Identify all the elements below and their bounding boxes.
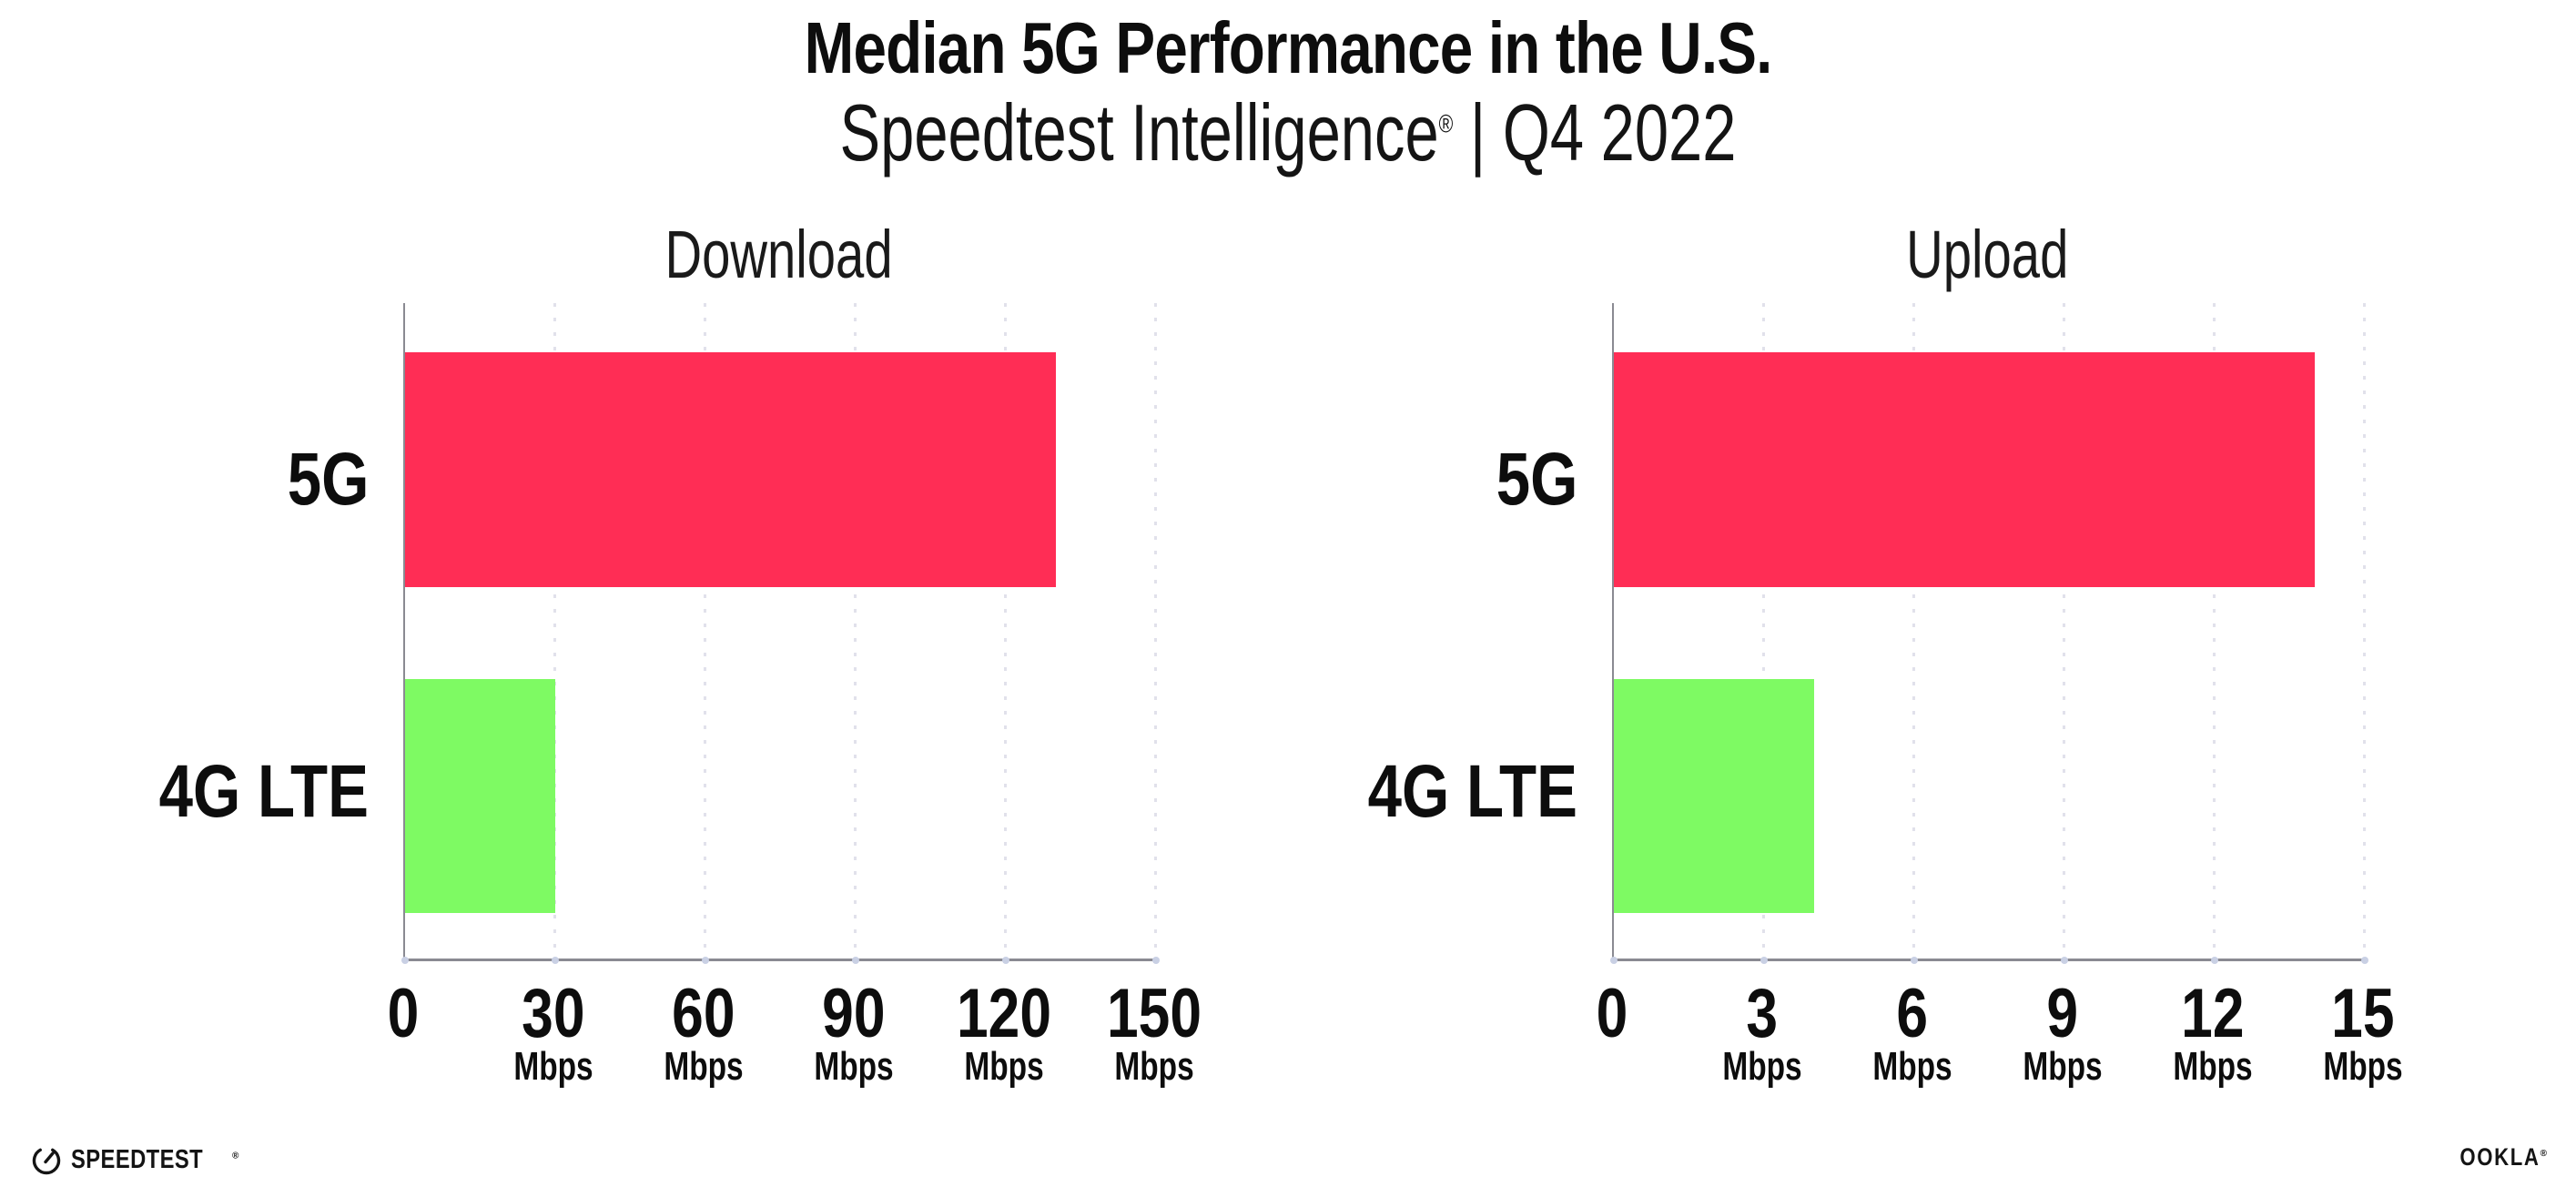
download-4glte-bar: [405, 679, 555, 913]
axis-tick-dot: [401, 957, 409, 964]
upload-plot-area: [1610, 303, 2368, 964]
gridline-90mbps: [854, 303, 857, 959]
upload-tick-6: 6 Mbps: [1872, 975, 1952, 1089]
axis-tick-dot: [1610, 957, 1618, 964]
speedtest-wordmark: SPEEDTEST ®: [71, 1144, 239, 1174]
page-subtitle-text: Speedtest Intelligence® | Q4 2022: [840, 93, 1737, 173]
ookla-logo: OOKLA®: [2442, 1145, 2549, 1170]
upload-4glte-bar: [1614, 679, 1814, 913]
gridline-120mbps: [1004, 303, 1007, 959]
ookla-wordmark: OOKLA®: [2459, 1143, 2549, 1171]
upload-chart-title: Upload: [1906, 217, 2069, 292]
page-title-text: Median 5G Performance in the U.S.: [804, 7, 1773, 88]
gridline-6mbps: [1912, 303, 1915, 959]
axis-tick-dot: [1760, 957, 1768, 964]
download-plot-area: [401, 303, 1160, 964]
download-category-5g: 5G: [287, 438, 369, 521]
axis-tick-dot: [1002, 957, 1009, 964]
axis-tick-dot: [1152, 957, 1160, 964]
page-subtitle: Speedtest Intelligence® | Q4 2022: [0, 93, 2576, 173]
gridline-12mbps: [2213, 303, 2216, 959]
gridline-60mbps: [704, 303, 706, 959]
axis-tick-dot: [2061, 957, 2068, 964]
registered-mark-icon: ®: [2540, 1149, 2549, 1159]
upload-tick-0: 0: [1596, 975, 1628, 1052]
gridline-150mbps: [1154, 303, 1157, 959]
download-tick-150: 150 Mbps: [1107, 975, 1202, 1089]
subtitle-brand: Speedtest Intelligence: [839, 87, 1439, 178]
axis-tick-dot: [552, 957, 559, 964]
upload-5g-bar: [1614, 352, 2315, 587]
download-tick-0: 0: [387, 975, 420, 1052]
speedtest-logo: SPEEDTEST ®: [30, 1143, 239, 1176]
upload-tick-12: 12 Mbps: [2173, 975, 2253, 1089]
upload-tick-15: 15 Mbps: [2323, 975, 2403, 1089]
download-5g-bar: [405, 352, 1056, 587]
axis-tick-dot: [852, 957, 859, 964]
download-chart-title: Download: [664, 217, 893, 292]
page-title: Median 5G Performance in the U.S.: [0, 12, 2576, 85]
upload-tick-9: 9 Mbps: [2023, 975, 2103, 1089]
subtitle-period: | Q4 2022: [1453, 87, 1737, 178]
upload-category-4glte: 4G LTE: [1367, 750, 1577, 833]
axis-tick-dot: [2361, 957, 2368, 964]
upload-category-5g: 5G: [1496, 438, 1577, 521]
download-category-4glte: 4G LTE: [158, 750, 369, 833]
download-tick-30: 30 Mbps: [513, 975, 593, 1089]
gridline-15mbps: [2363, 303, 2366, 959]
gridline-30mbps: [553, 303, 556, 959]
registered-mark-icon: ®: [1438, 109, 1454, 138]
axis-tick-dot: [2211, 957, 2218, 964]
axis-tick-dot: [1911, 957, 1918, 964]
speedtest-gauge-icon: [32, 1148, 61, 1175]
download-tick-60: 60 Mbps: [664, 975, 744, 1089]
upload-tick-3: 3 Mbps: [1722, 975, 1802, 1089]
axis-tick-dot: [702, 957, 709, 964]
download-tick-120: 120 Mbps: [957, 975, 1051, 1089]
gridline-9mbps: [2063, 303, 2065, 959]
download-tick-90: 90 Mbps: [814, 975, 894, 1089]
gridline-3mbps: [1762, 303, 1765, 959]
registered-mark-icon: ®: [231, 1150, 239, 1161]
